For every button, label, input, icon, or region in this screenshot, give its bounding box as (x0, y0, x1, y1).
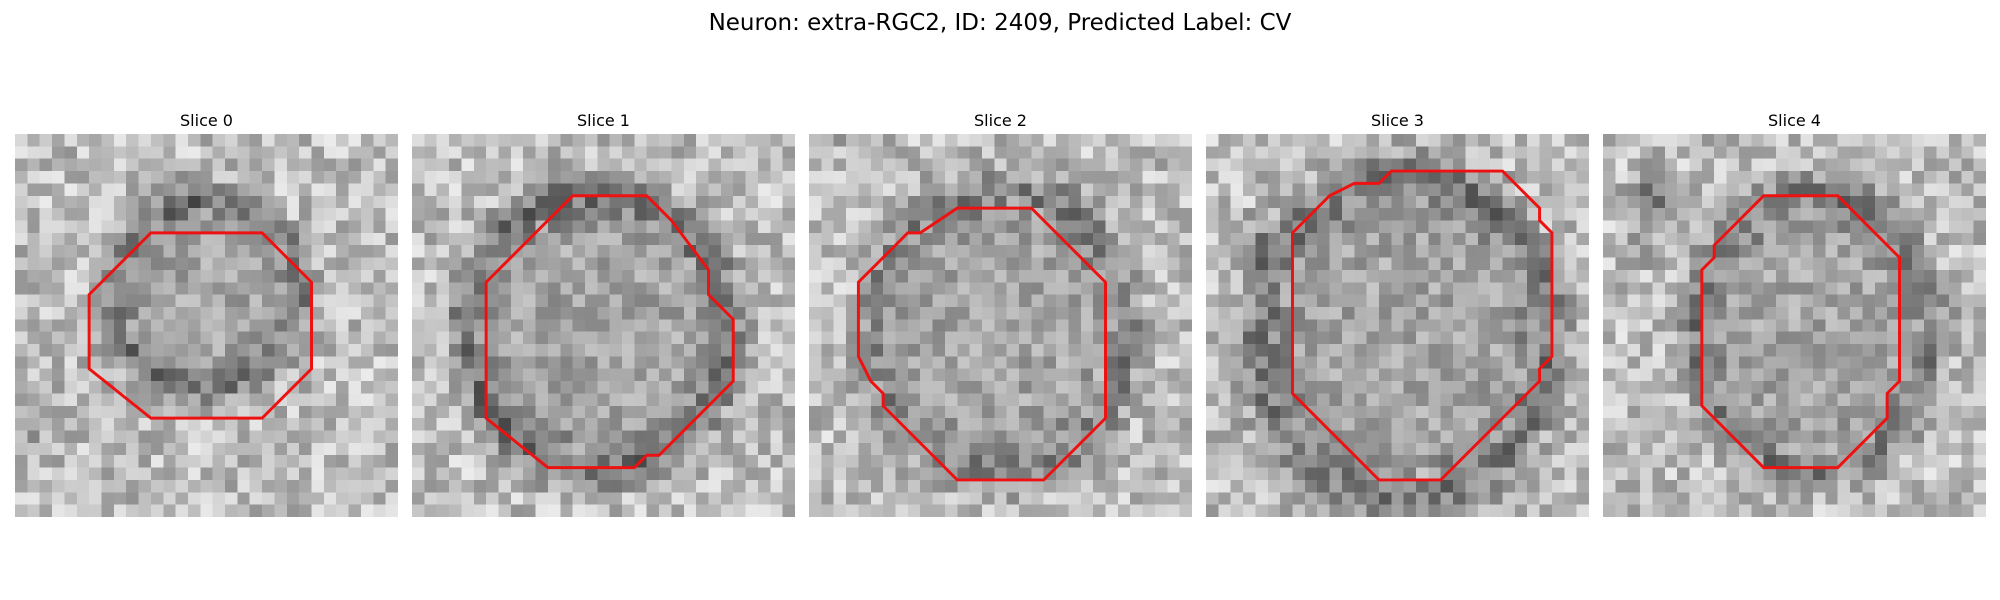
slice-4-title: Slice 4 (1768, 111, 1821, 130)
slice-1-image (412, 134, 795, 517)
slice-0-image (15, 134, 398, 517)
image-slice-4 (1603, 134, 1986, 517)
slice-1-contour (484, 194, 735, 470)
slice-2-image (809, 134, 1192, 517)
slice-1-title: Slice 1 (577, 111, 630, 130)
image-slice-2 (809, 134, 1192, 517)
image-slice-3 (1206, 134, 1589, 517)
slice-3-title: Slice 3 (1371, 111, 1424, 130)
slice-2-title: Slice 2 (974, 111, 1027, 130)
slice-0-contour (87, 231, 313, 420)
image-slice-1 (412, 134, 795, 517)
slice-3-contour (1291, 169, 1554, 482)
image-slice-0 (15, 134, 398, 517)
slice-2-contour (856, 206, 1107, 482)
figure-title: Neuron: extra-RGC2, ID: 2409, Predicted … (708, 10, 1292, 36)
slice-3-image (1206, 134, 1589, 517)
slice-4-contour (1700, 194, 1901, 470)
slice-0-title: Slice 0 (180, 111, 233, 130)
slice-4-image (1603, 134, 1986, 517)
